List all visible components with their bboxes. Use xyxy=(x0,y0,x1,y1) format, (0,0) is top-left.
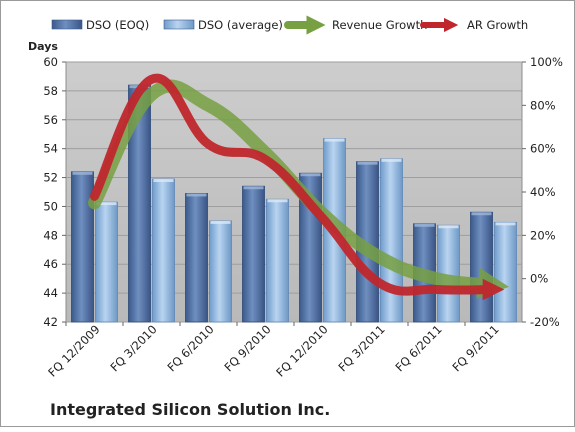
bar-top-highlight xyxy=(325,139,345,142)
y-left-tick-label: 52 xyxy=(43,171,58,185)
y-left-tick-label: 50 xyxy=(43,199,58,213)
bar-top-highlight xyxy=(382,159,402,162)
bar-top-highlight xyxy=(358,162,378,165)
y-left-tick-label: 56 xyxy=(43,113,58,127)
bar-top-highlight xyxy=(187,193,207,196)
y-right-tick-label: 20% xyxy=(530,228,556,242)
y-right-tick-label: 60% xyxy=(530,142,556,156)
bar-dso-eoq xyxy=(186,193,208,322)
bar-dso-average xyxy=(96,202,118,322)
y-right-tick-label: 0% xyxy=(530,272,548,286)
y-right-tick-label: -20% xyxy=(530,315,560,329)
bar-dso-average xyxy=(381,159,403,322)
y-left-tick-label: 46 xyxy=(43,257,58,271)
y-right-tick-label: 40% xyxy=(530,185,556,199)
y-left-tick-label: 58 xyxy=(43,84,58,98)
bar-top-highlight xyxy=(244,186,264,189)
bar-top-highlight xyxy=(268,199,288,202)
bar-top-highlight xyxy=(472,212,492,215)
bar-top-highlight xyxy=(301,173,321,176)
legend-label: DSO (average) xyxy=(198,18,283,32)
legend-label: AR Growth xyxy=(467,18,528,32)
y-left-tick-label: 60 xyxy=(43,55,58,69)
y-left-tick-label: 48 xyxy=(43,228,58,242)
bar-dso-eoq xyxy=(243,186,265,322)
bar-top-highlight xyxy=(154,179,174,182)
bar-top-highlight xyxy=(415,224,435,227)
bar-top-highlight xyxy=(496,222,516,225)
legend-label: Revenue Growth xyxy=(332,18,427,32)
legend-label: DSO (EOQ) xyxy=(86,18,149,32)
bar-dso-eoq xyxy=(72,172,94,322)
bar-top-highlight xyxy=(211,221,231,224)
y-left-title: Days xyxy=(28,40,58,53)
y-left-tick-label: 54 xyxy=(43,142,58,156)
legend-swatch xyxy=(52,20,82,29)
bar-dso-average xyxy=(495,222,517,322)
bar-top-highlight xyxy=(439,225,459,228)
legend-swatch xyxy=(164,20,194,29)
bar-dso-average xyxy=(153,179,175,322)
y-left-tick-label: 42 xyxy=(43,315,58,329)
company-name: Integrated Silicon Solution Inc. xyxy=(50,400,330,419)
y-right-tick-label: 100% xyxy=(530,55,563,69)
bar-dso-average xyxy=(210,221,232,322)
y-left-tick-label: 44 xyxy=(43,286,58,300)
bar-dso-average xyxy=(267,199,289,322)
y-right-tick-label: 80% xyxy=(530,98,556,112)
bar-top-highlight xyxy=(73,172,93,175)
bar-dso-eoq xyxy=(471,212,493,322)
